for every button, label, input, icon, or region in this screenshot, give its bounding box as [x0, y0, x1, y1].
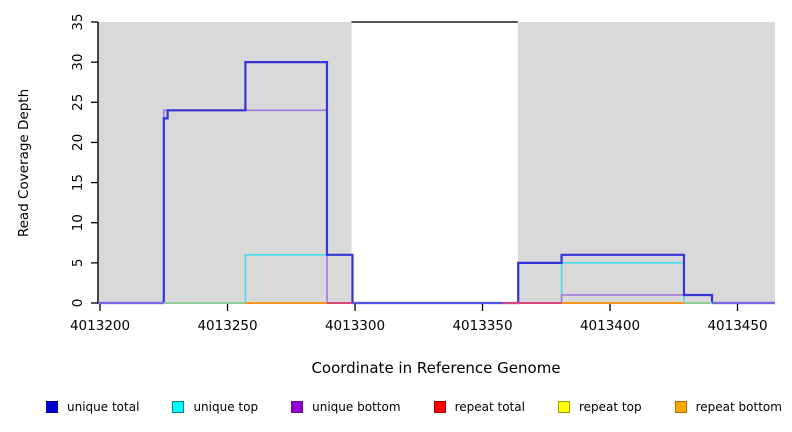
unique-total-swatch-icon	[46, 401, 58, 413]
legend-item-repeat-bottom: repeat bottom	[674, 400, 782, 414]
svg-text:15: 15	[70, 174, 86, 191]
legend-item-unique-top: unique top	[172, 400, 258, 414]
unique-bottom-swatch-icon	[291, 401, 304, 413]
legend-label: unique bottom	[312, 400, 401, 414]
svg-text:4013450: 4013450	[707, 318, 767, 334]
legend-label: repeat total	[454, 400, 525, 414]
y-axis-title: Read Coverage Depth	[16, 88, 32, 238]
svg-text:4013300: 4013300	[325, 318, 385, 334]
repeat-bottom-swatch-icon	[674, 401, 687, 413]
legend-label: repeat top	[578, 400, 642, 414]
svg-text:4013200: 4013200	[70, 318, 130, 334]
svg-text:4013250: 4013250	[197, 318, 257, 334]
svg-text:35: 35	[70, 13, 86, 30]
legend-item-repeat-top: repeat top	[557, 400, 642, 414]
legend-item-unique-bottom: unique bottom	[291, 400, 401, 414]
svg-text:5: 5	[70, 259, 86, 268]
legend-label: unique top	[193, 400, 259, 414]
unique-top-swatch-icon	[172, 401, 185, 413]
svg-text:0: 0	[70, 299, 86, 308]
svg-text:30: 30	[70, 54, 86, 71]
x-axis-title: Coordinate in Reference Genome	[311, 359, 561, 377]
repeat-total-swatch-icon	[433, 401, 446, 413]
legend-item-repeat-total: repeat total	[433, 400, 525, 414]
legend-item-unique-total: unique total	[46, 400, 139, 414]
legend-label: repeat bottom	[695, 400, 782, 414]
svg-text:20: 20	[70, 134, 86, 151]
legend: unique total unique top unique bottom re…	[46, 397, 782, 417]
repeat-top-swatch-icon	[557, 401, 570, 413]
svg-text:10: 10	[70, 214, 86, 231]
svg-text:4013400: 4013400	[580, 318, 640, 334]
svg-text:4013350: 4013350	[452, 318, 512, 334]
svg-text:25: 25	[70, 94, 86, 111]
legend-label: unique total	[67, 400, 140, 414]
coverage-plot: 0 5 10 15 20 25 30 35 4013200 4013250 4013300 40133…	[70, 13, 775, 334]
